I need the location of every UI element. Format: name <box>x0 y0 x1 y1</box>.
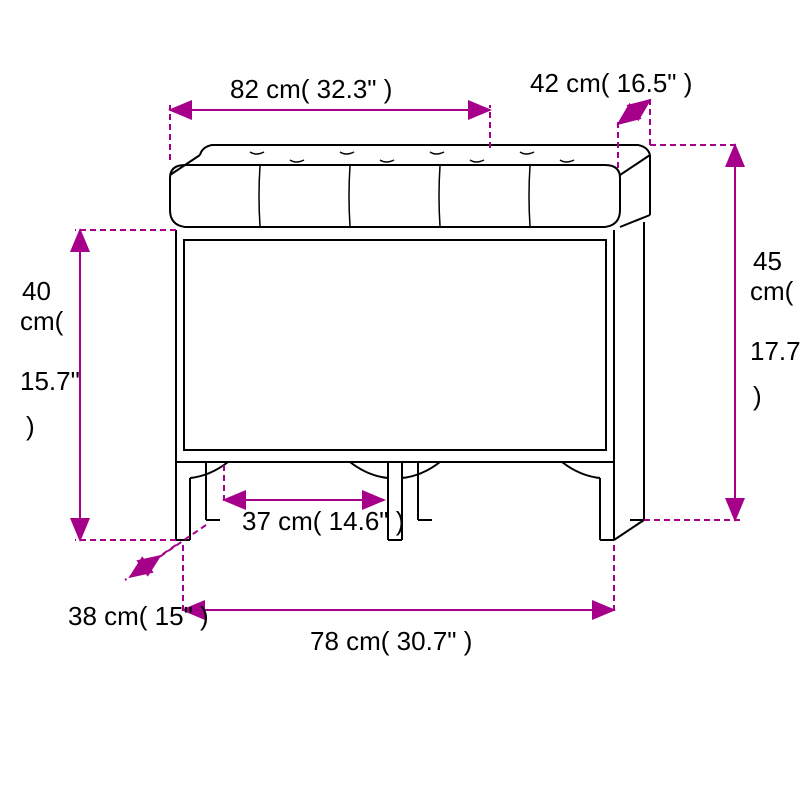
label-bottom-width: 78 cm( 30.7" ) <box>310 626 472 656</box>
label-top-depth: 42 cm( 16.5" ) <box>530 68 692 98</box>
dimension-labels: 82 cm( 32.3" ) 42 cm( 16.5" ) 45 cm( 17.… <box>20 68 800 656</box>
label-right-height-close: ) <box>753 381 762 411</box>
bench-outline <box>170 145 650 540</box>
label-right-height-cm: 45 <box>753 246 782 276</box>
dimension-diagram: 82 cm( 32.3" ) 42 cm( 16.5" ) 45 cm( 17.… <box>0 0 800 800</box>
label-top-width: 82 cm( 32.3" ) <box>230 74 392 104</box>
label-left-height-close: ) <box>26 411 35 441</box>
label-left-height-cm: 40 <box>22 276 51 306</box>
label-right-height-in: 17.7" <box>750 336 800 366</box>
label-bottom-depth: 38 cm( 15" ) <box>68 601 209 631</box>
label-right-height-unit: cm( <box>750 276 794 306</box>
dimension-lines <box>75 98 740 615</box>
label-left-height-unit: cm( <box>20 306 64 336</box>
label-inner-width: 37 cm( 14.6" ) <box>242 506 404 536</box>
label-left-height-in: 15.7" <box>20 366 80 396</box>
